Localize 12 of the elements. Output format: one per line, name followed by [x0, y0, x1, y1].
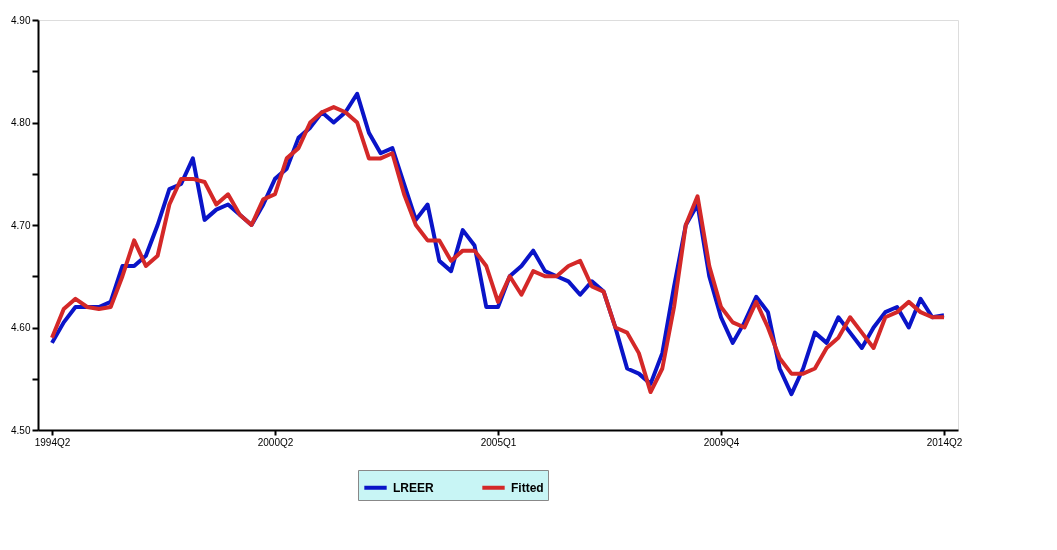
- y-tick-label: 4.90: [11, 14, 31, 26]
- x-tick-label: 1994Q2: [34, 436, 71, 448]
- x-tick-label: 2009Q4: [703, 436, 740, 448]
- y-tick-label: 4.70: [11, 219, 31, 231]
- x-tick-label: 2014Q2: [926, 436, 963, 448]
- x-tick-label: 2005Q1: [480, 436, 517, 448]
- y-tick-label: 4.50: [11, 424, 31, 436]
- x-tick-label: 2000Q2: [257, 436, 294, 448]
- legend-label: LREER: [393, 480, 434, 495]
- y-tick-label: 4.80: [11, 117, 31, 128]
- y-tick-label: 4.60: [11, 322, 31, 333]
- legend-label: Fitted: [511, 480, 544, 495]
